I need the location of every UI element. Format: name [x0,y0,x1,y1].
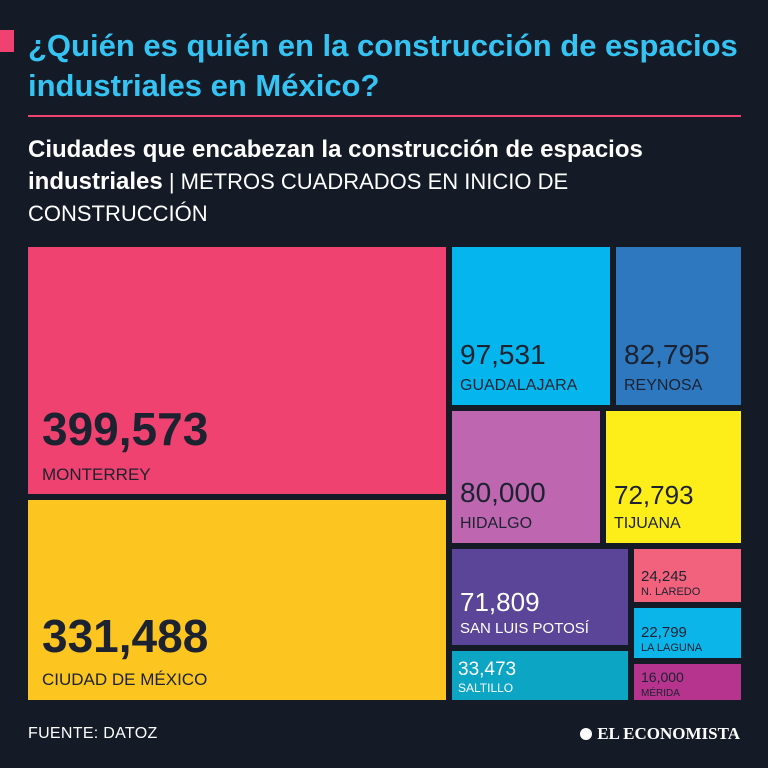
tile-rect-monterrey [28,247,446,494]
value-label-n-laredo: 24,245 [641,568,687,585]
tile-rect-hidalgo [452,411,600,543]
city-label-san-luis-potosi: SAN LUIS POTOSÍ [460,620,590,637]
brand-name: EL ECONOMISTA [597,724,740,743]
source-note: FUENTE: DATOZ [28,725,158,742]
value-label-san-luis-potosi: 71,809 [460,587,540,617]
tile-rect-n-laredo [634,549,741,602]
brand-logo: EL ECONOMISTA [580,724,740,744]
tile-rect-la-laguna [634,608,741,658]
chart-subtitle: Ciudades que encabezan la construcción d… [28,134,748,230]
value-label-reynosa: 82,795 [624,339,710,370]
value-label-hidalgo: 80,000 [460,477,546,508]
tile-rect-tijuana [606,411,741,543]
tile-reynosa: 82,795 REYNOSA [616,247,741,405]
value-label-ciudad-de-mexico: 331,488 [42,610,208,662]
brand-mark-icon [580,728,593,740]
city-label-n-laredo: N. LAREDO [641,586,701,598]
city-label-saltillo: SALTILLO [458,681,513,695]
tile-hidalgo: 80,000 HIDALGO [452,411,600,543]
value-label-la-laguna: 22,799 [641,624,687,641]
chart-title: ¿Quién es quién en la construcción de es… [28,28,738,103]
value-label-monterrey: 399,573 [42,403,208,455]
value-label-saltillo: 33,473 [458,659,516,680]
tile-san-luis-potosi: 71,809 SAN LUIS POTOSÍ [452,549,628,645]
city-label-ciudad-de-mexico: CIUDAD DE MÉXICO [42,670,207,689]
city-label-monterrey: MONTERREY [42,465,151,484]
subtitle-separator: | [162,169,181,194]
accent-bar [0,30,14,52]
value-label-merida: 16,000 [641,669,684,685]
tile-ciudad-de-mexico: 331,488 CIUDAD DE MÉXICO [28,500,446,700]
city-label-guadalajara: GUADALAJARA [460,377,578,394]
tile-tijuana: 72,793 TIJUANA [606,411,741,543]
tile-rect-reynosa [616,247,741,405]
city-label-reynosa: REYNOSA [624,377,703,394]
tile-rect-merida [634,664,741,700]
city-label-tijuana: TIJUANA [614,515,681,532]
value-label-guadalajara: 97,531 [460,339,546,370]
subtitle-unit: METROS CUADRADOS EN INICIO DE CONSTRUCCI… [28,169,569,226]
tile-rect-ciudad-de-mexico [28,500,446,700]
tile-guadalajara: 97,531 GUADALAJARA [452,247,610,405]
title-divider [28,115,741,117]
subtitle-main: Ciudades que encabezan la construcción d… [28,136,643,195]
value-label-tijuana: 72,793 [614,480,694,510]
tile-rect-guadalajara [452,247,610,405]
city-label-la-laguna: LA LAGUNA [641,642,703,654]
tile-monterrey: 399,573 MONTERREY [28,247,446,494]
tile-rect-saltillo [452,651,628,700]
tile-rect-san-luis-potosi [452,549,628,645]
city-label-hidalgo: HIDALGO [460,515,532,532]
city-label-merida: MÉRIDA [641,686,680,699]
